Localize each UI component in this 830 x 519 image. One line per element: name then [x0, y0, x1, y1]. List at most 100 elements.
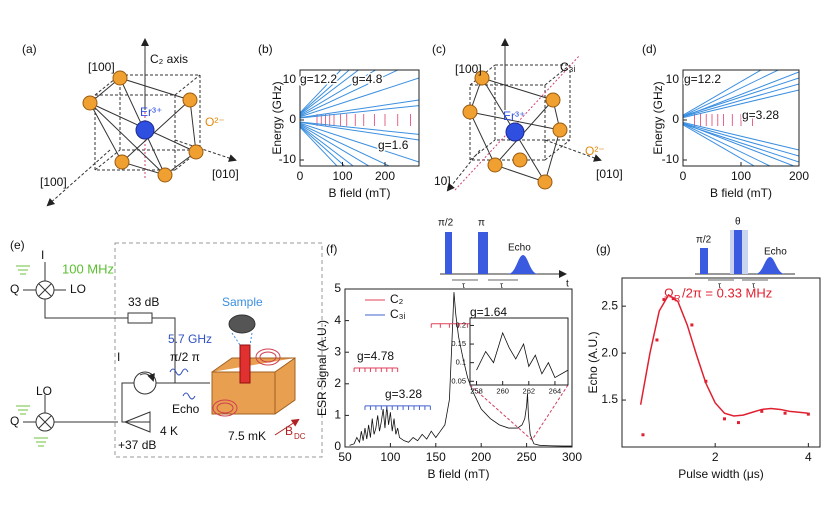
series-line — [300, 124, 370, 166]
x-tick-label: 258 — [470, 387, 483, 396]
ion-label: Er³⁺ — [140, 105, 162, 119]
series-line — [300, 70, 377, 116]
pulse-label: π/2 π — [170, 350, 200, 364]
axis-label: C₃ᵢ — [560, 60, 576, 74]
series-line — [300, 70, 342, 114]
series-line — [300, 77, 419, 118]
annotation: g=1.6 — [378, 138, 409, 152]
panel-label: (d) — [642, 42, 657, 56]
x-tick-label: 50 — [338, 450, 352, 464]
series-line — [683, 123, 772, 166]
tau-label: τ — [462, 281, 466, 290]
x-tick-label: 300 — [562, 450, 582, 464]
x-tick-label: 150 — [426, 450, 446, 464]
point — [736, 421, 740, 425]
series-line — [300, 123, 391, 166]
legend-label: C₂ — [390, 292, 404, 306]
tau-label: τ — [500, 281, 504, 290]
y-tick-label: 10 — [666, 72, 680, 86]
axes-frame — [469, 317, 569, 386]
y-tick-label: 0 — [672, 112, 679, 126]
x-tick-label: 0 — [297, 169, 304, 183]
pulse-label: π/2 — [696, 235, 712, 246]
axis-label: C₂ axis — [150, 52, 188, 66]
series-line — [683, 70, 780, 117]
pulse-seq-f — [440, 232, 567, 281]
panel-label: (e) — [10, 238, 25, 252]
axes-frame — [621, 277, 821, 448]
annotation: R — [674, 293, 681, 303]
pulse-seq-g — [695, 230, 795, 281]
temp-label: 7.5 mK — [228, 429, 266, 443]
x-tick-label: 4 — [805, 450, 812, 464]
annotation: g=12.2 — [684, 72, 721, 86]
series-line — [300, 70, 350, 114]
time-label: t — [566, 279, 569, 290]
pulse-label: Echo — [508, 243, 531, 254]
port-label: Q — [10, 414, 19, 428]
port-label: I — [41, 248, 44, 262]
field-label: DC — [294, 432, 306, 441]
fit-line — [639, 293, 809, 417]
series-line — [300, 122, 419, 163]
point — [722, 417, 726, 421]
plot-area — [476, 331, 568, 379]
x-tick-label: 260 — [496, 387, 509, 396]
point — [655, 338, 659, 342]
pulse-label: π/2 — [438, 218, 454, 229]
y-tick-label: 10 — [283, 72, 297, 86]
series-line — [683, 122, 796, 166]
x-tick-label: 200 — [789, 169, 809, 183]
tau-label: τ — [718, 281, 722, 290]
series-line — [683, 71, 799, 118]
point — [671, 297, 675, 301]
x-tick-label: 100 — [332, 169, 352, 183]
field-label: B — [285, 424, 293, 438]
y-tick-label: 0 — [289, 112, 296, 126]
lo-freq: 100 MHz — [62, 261, 114, 276]
comb-label: g=1.64 — [470, 305, 507, 319]
y-tick-label: 1.5 — [601, 392, 618, 406]
series-line — [683, 83, 799, 118]
x-axis-label: B field (mT) — [328, 186, 390, 200]
series-line — [300, 70, 360, 115]
y-tick-label: 0.15 — [451, 339, 466, 348]
series-line — [300, 70, 399, 117]
axis-label: 10] — [434, 174, 451, 188]
series-line — [300, 121, 419, 135]
axes-frame — [344, 288, 573, 448]
annotation: g=12.2 — [300, 72, 337, 86]
x-tick-label: 264 — [549, 387, 562, 396]
y-tick-label: 0 — [334, 439, 341, 453]
y-tick-label: 3 — [334, 344, 341, 358]
x-tick-label: 200 — [471, 450, 491, 464]
axis-label: [100] — [88, 60, 115, 74]
point — [662, 298, 666, 302]
crystal-c — [446, 38, 602, 192]
inset-bg — [470, 318, 568, 385]
tau-label: τ — [752, 281, 756, 290]
plot-area — [349, 292, 572, 447]
y-tick-label: -10 — [279, 152, 297, 166]
x-tick-label: 250 — [517, 450, 537, 464]
y-axis-label: Echo (A.U.) — [586, 331, 600, 393]
circuit — [16, 242, 323, 458]
series-line — [683, 89, 799, 119]
crystal-a — [46, 38, 237, 207]
series-line — [683, 121, 799, 151]
attenuator-label: 33 dB — [128, 295, 159, 309]
y-tick-label: -10 — [662, 152, 680, 166]
series-line — [349, 292, 572, 447]
zoom-guide — [469, 384, 569, 441]
axis-label: [010] — [596, 167, 623, 181]
y-axis-label: Energy (GHz) — [270, 81, 284, 154]
comb-label: g=3.28 — [385, 387, 422, 401]
x-tick-label: 200 — [375, 169, 395, 183]
legend-label: C₃ᵢ — [390, 307, 406, 321]
y-tick-label: 0.2 — [456, 320, 466, 329]
annotation: g=4.8 — [352, 72, 383, 86]
y-tick-label: 0.05 — [451, 376, 466, 385]
port-label: Q — [10, 282, 19, 296]
x-tick-label: 100 — [380, 450, 400, 464]
